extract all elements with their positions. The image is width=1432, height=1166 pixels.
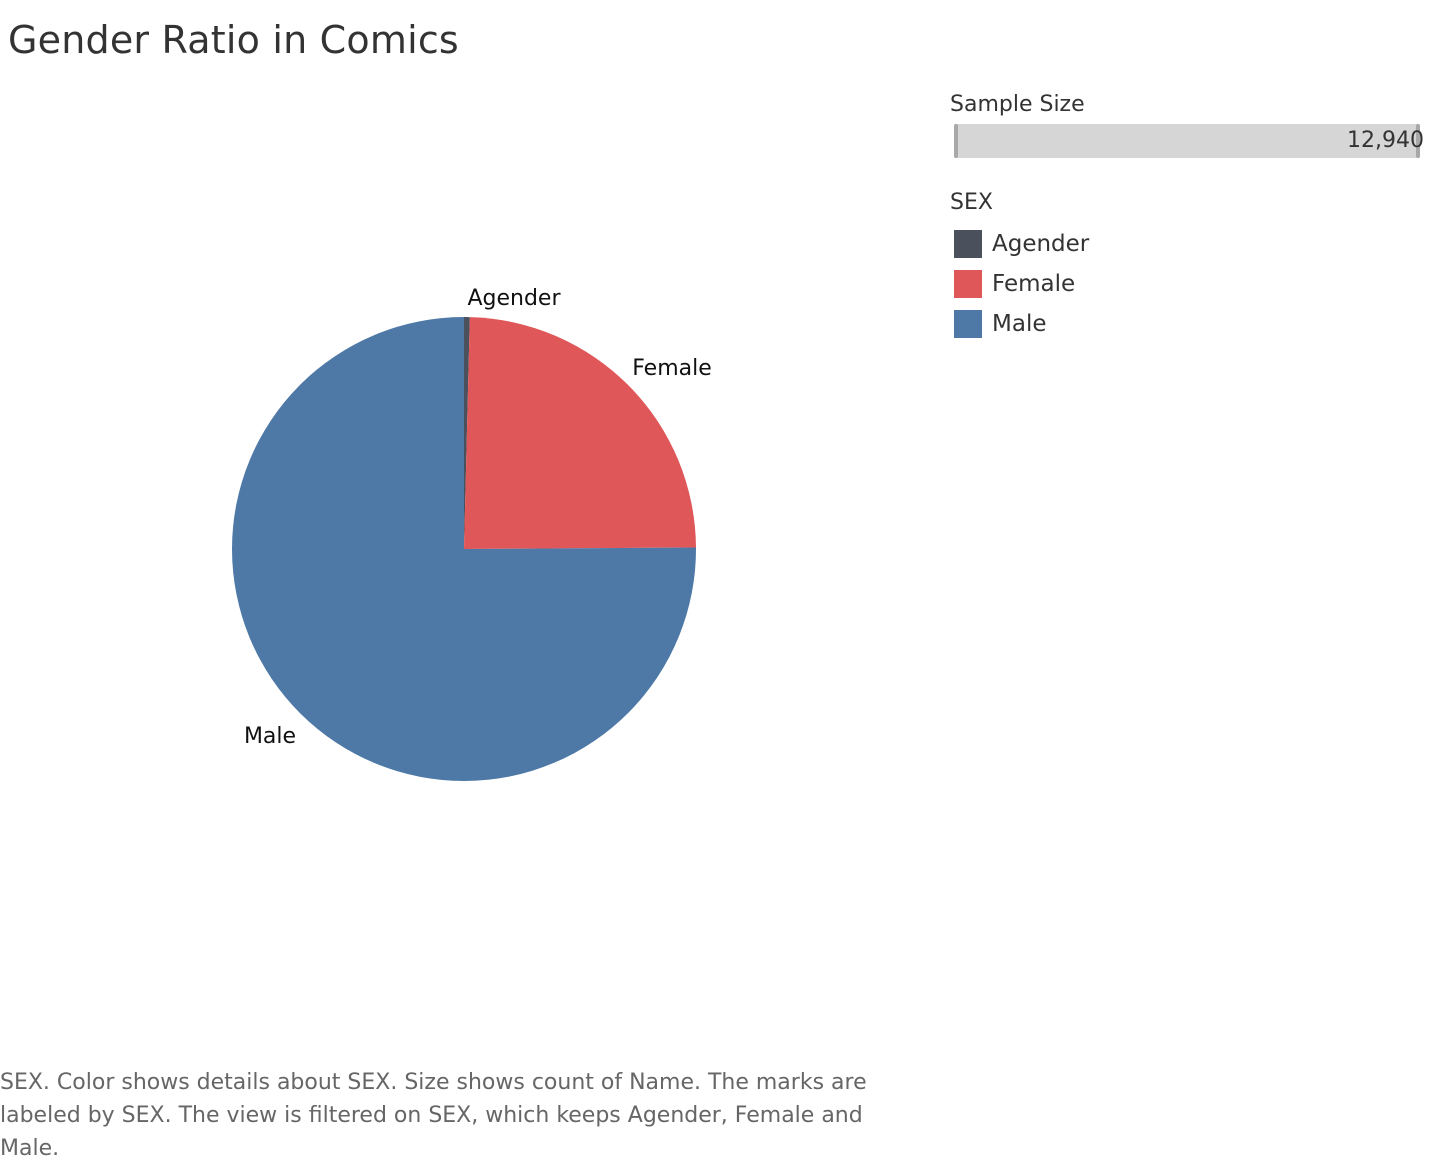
- sample-size-bar-left-handle[interactable]: [954, 124, 958, 158]
- legend-item-male[interactable]: Male: [954, 304, 1089, 344]
- sample-size-title: Sample Size: [950, 92, 1085, 117]
- legend-label-agender: Agender: [992, 231, 1090, 257]
- legend-item-agender[interactable]: Agender: [954, 224, 1089, 264]
- pie-slices: [231, 317, 696, 781]
- legend-swatch-female: [954, 270, 982, 298]
- legend-panel: Sample Size 12,940 SEX Agender Female Ma…: [950, 92, 1430, 338]
- legend-swatch-male: [954, 310, 982, 338]
- pie-slice-agender[interactable]: [464, 317, 470, 549]
- pie-slice-male[interactable]: [231, 317, 696, 781]
- legend-label-female: Female: [992, 271, 1076, 297]
- color-legend-title: SEX: [950, 190, 993, 215]
- sample-size-value: 12,940: [1347, 128, 1424, 153]
- sample-size-bar[interactable]: 12,940: [954, 124, 1424, 158]
- pie-chart: Agender Female Male: [231, 286, 712, 781]
- chart-caption: SEX. Color shows details about SEX. Size…: [0, 1070, 867, 1161]
- color-legend-list: Agender Female Male: [954, 224, 1089, 344]
- pie-label-agender: Agender: [467, 286, 561, 311]
- legend-item-female[interactable]: Female: [954, 264, 1089, 304]
- legend-swatch-agender: [954, 230, 982, 258]
- pie-slice-female[interactable]: [464, 317, 696, 549]
- pie-label-female: Female: [632, 356, 712, 381]
- chart-title: Gender Ratio in Comics: [8, 18, 459, 62]
- pie-labels: Agender Female Male: [244, 286, 712, 749]
- legend-label-male: Male: [992, 311, 1047, 337]
- pie-label-male: Male: [244, 724, 296, 749]
- sample-size-bar-right-handle[interactable]: [1416, 124, 1420, 158]
